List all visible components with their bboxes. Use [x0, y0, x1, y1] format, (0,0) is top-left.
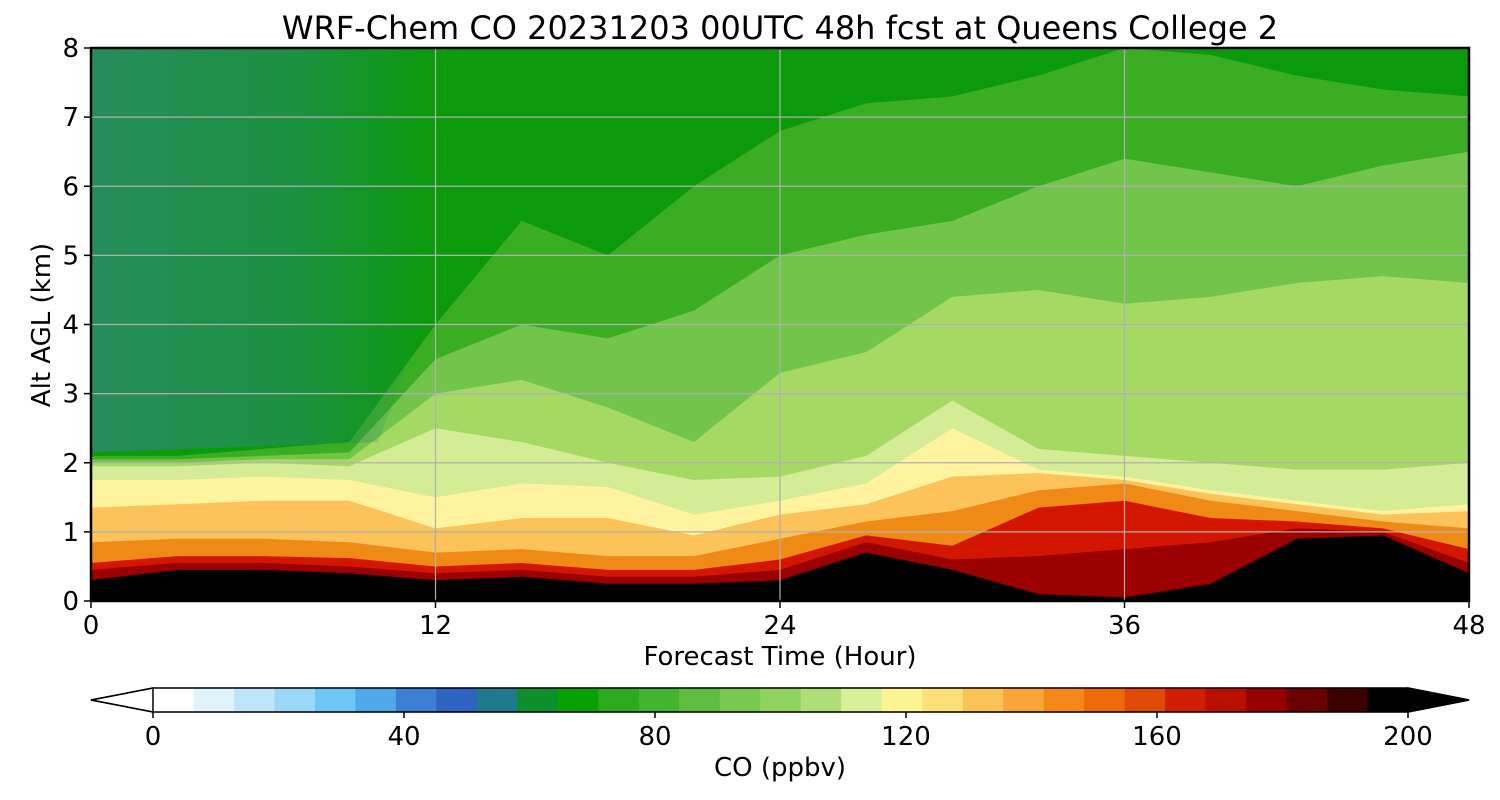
y-axis: 0 1 2 3 4 5 6 7 8: [62, 34, 91, 617]
grid: [90, 47, 1470, 602]
colorbar-ticks: 0 40 80 120 160 200: [145, 712, 1433, 752]
colorbar-segment: [476, 688, 518, 712]
chart-title: WRF-Chem CO 20231203 00UTC 48h fcst at Q…: [282, 9, 1278, 47]
x-tick-label: 36: [1108, 611, 1141, 641]
y-tick-label: 6: [62, 172, 79, 202]
colorbar-segment: [922, 688, 964, 712]
colorbar-tick-label: 160: [1132, 722, 1182, 752]
colorbar-tick-label: 80: [638, 722, 671, 752]
y-tick-label: 3: [62, 380, 79, 410]
colorbar-segment: [355, 688, 397, 712]
colorbar-segment: [395, 688, 437, 712]
colorbar-segment: [1246, 688, 1288, 712]
colorbar-tick-label: 200: [1383, 722, 1433, 752]
x-axis-label: Forecast Time (Hour): [643, 642, 916, 672]
colorbar-segment: [436, 688, 478, 712]
colorbar-segment: [274, 688, 316, 712]
colorbar-segment: [1084, 688, 1126, 712]
colorbar-segment: [1286, 688, 1328, 712]
colorbar-segment: [233, 688, 276, 712]
y-tick-label: 8: [62, 34, 79, 64]
y-tick-label: 4: [62, 311, 79, 341]
colorbar-tick-label: 0: [145, 722, 162, 752]
colorbar-tick-label: 120: [881, 722, 931, 752]
x-tick-label: 24: [763, 611, 796, 641]
colorbar-segment: [1367, 688, 1409, 712]
colorbar-extend-min: [90, 687, 154, 713]
colorbar-segment: [1043, 688, 1085, 712]
colorbar-label: CO (ppbv): [714, 753, 846, 783]
colorbar-segment: [557, 688, 599, 712]
colorbar-segment: [1327, 688, 1369, 712]
colorbar-segment: [1003, 688, 1045, 712]
colorbar-segment: [800, 688, 842, 712]
y-tick-label: 7: [62, 103, 79, 133]
y-tick-label: 5: [62, 241, 79, 271]
colorbar-extend-max: [1407, 687, 1470, 713]
colorbar-segment: [517, 688, 559, 712]
colorbar-segment: [1165, 688, 1207, 712]
colorbar-segment: [1124, 688, 1166, 712]
colorbar-segment: [153, 688, 195, 712]
colorbar-tick-label: 40: [387, 722, 420, 752]
y-tick-label: 1: [62, 518, 79, 548]
colorbar-segment: [841, 688, 883, 712]
colorbar-segment: [193, 688, 235, 712]
colorbar-segment: [638, 688, 680, 712]
colorbar-segment: [598, 688, 640, 712]
y-tick-label: 0: [62, 587, 79, 617]
x-axis: 0 12 24 36 48: [83, 601, 1486, 641]
x-tick-label: 0: [83, 611, 100, 641]
x-tick-label: 12: [419, 611, 452, 641]
x-tick-label: 48: [1452, 611, 1485, 641]
colorbar-segment: [881, 688, 923, 712]
colorbar-segment: [760, 688, 802, 712]
y-axis-label: Alt AGL (km): [27, 243, 57, 407]
colorbar-segment: [1205, 688, 1247, 712]
colorbar: [90, 687, 1470, 713]
colorbar-segment: [962, 688, 1004, 712]
y-tick-label: 2: [62, 449, 79, 479]
colorbar-segment: [314, 688, 357, 712]
colorbar-segment: [719, 688, 761, 712]
colorbar-segment: [679, 688, 721, 712]
